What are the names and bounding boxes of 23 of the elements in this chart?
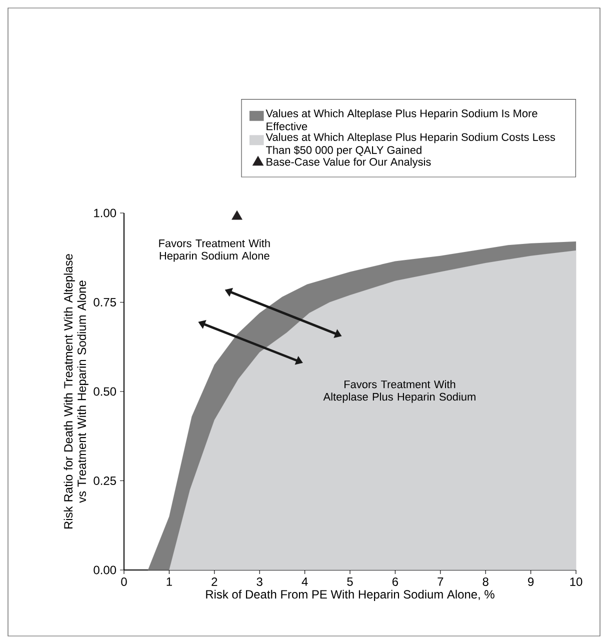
y-tick-label: 0.25 bbox=[94, 476, 116, 485]
x-tick-label: 2 bbox=[212, 578, 218, 586]
annotation: Favors Treatment With Heparin Sodium Alone bbox=[159, 239, 270, 262]
y-tick-label: 0.50 bbox=[94, 387, 116, 396]
x-tick-label: 4 bbox=[302, 578, 308, 586]
x-tick-label: 8 bbox=[482, 578, 488, 586]
x-tick-label: 3 bbox=[256, 578, 262, 586]
x-tick-label: 5 bbox=[347, 578, 353, 586]
legend-label: Values at Which Alteplase Plus Heparin Sodium Is More Effective bbox=[266, 109, 538, 130]
legend-label: Base-Case Value for Our Analysis bbox=[266, 158, 431, 168]
y-tick-label: 0.75 bbox=[94, 298, 116, 306]
x-tick-label: 7 bbox=[438, 578, 444, 586]
x-tick-label: 10 bbox=[570, 578, 582, 586]
y-tick-label: 1.00 bbox=[94, 208, 116, 218]
annotation: Favors Treatment With Alteplase Plus Heparin Sodium bbox=[323, 380, 476, 403]
y-tick-label: 0.00 bbox=[94, 566, 116, 574]
y-axis-title: Risk Ratio for Death With Treatment With Alteplase vs Treatment With Heparin Sodium Alone bbox=[64, 254, 88, 528]
x-tick-label: 0 bbox=[121, 578, 127, 586]
x-tick-label: 6 bbox=[392, 578, 398, 586]
legend-label: Values at Which Alteplase Plus Heparin Sodium Costs Less Than $50 000 per QALY Gained bbox=[266, 132, 556, 156]
x-axis-title: Risk of Death From PE With Heparin Sodium Alone, % bbox=[206, 590, 494, 601]
x-tick-label: 1 bbox=[166, 578, 172, 586]
x-tick-label: 9 bbox=[528, 578, 534, 586]
